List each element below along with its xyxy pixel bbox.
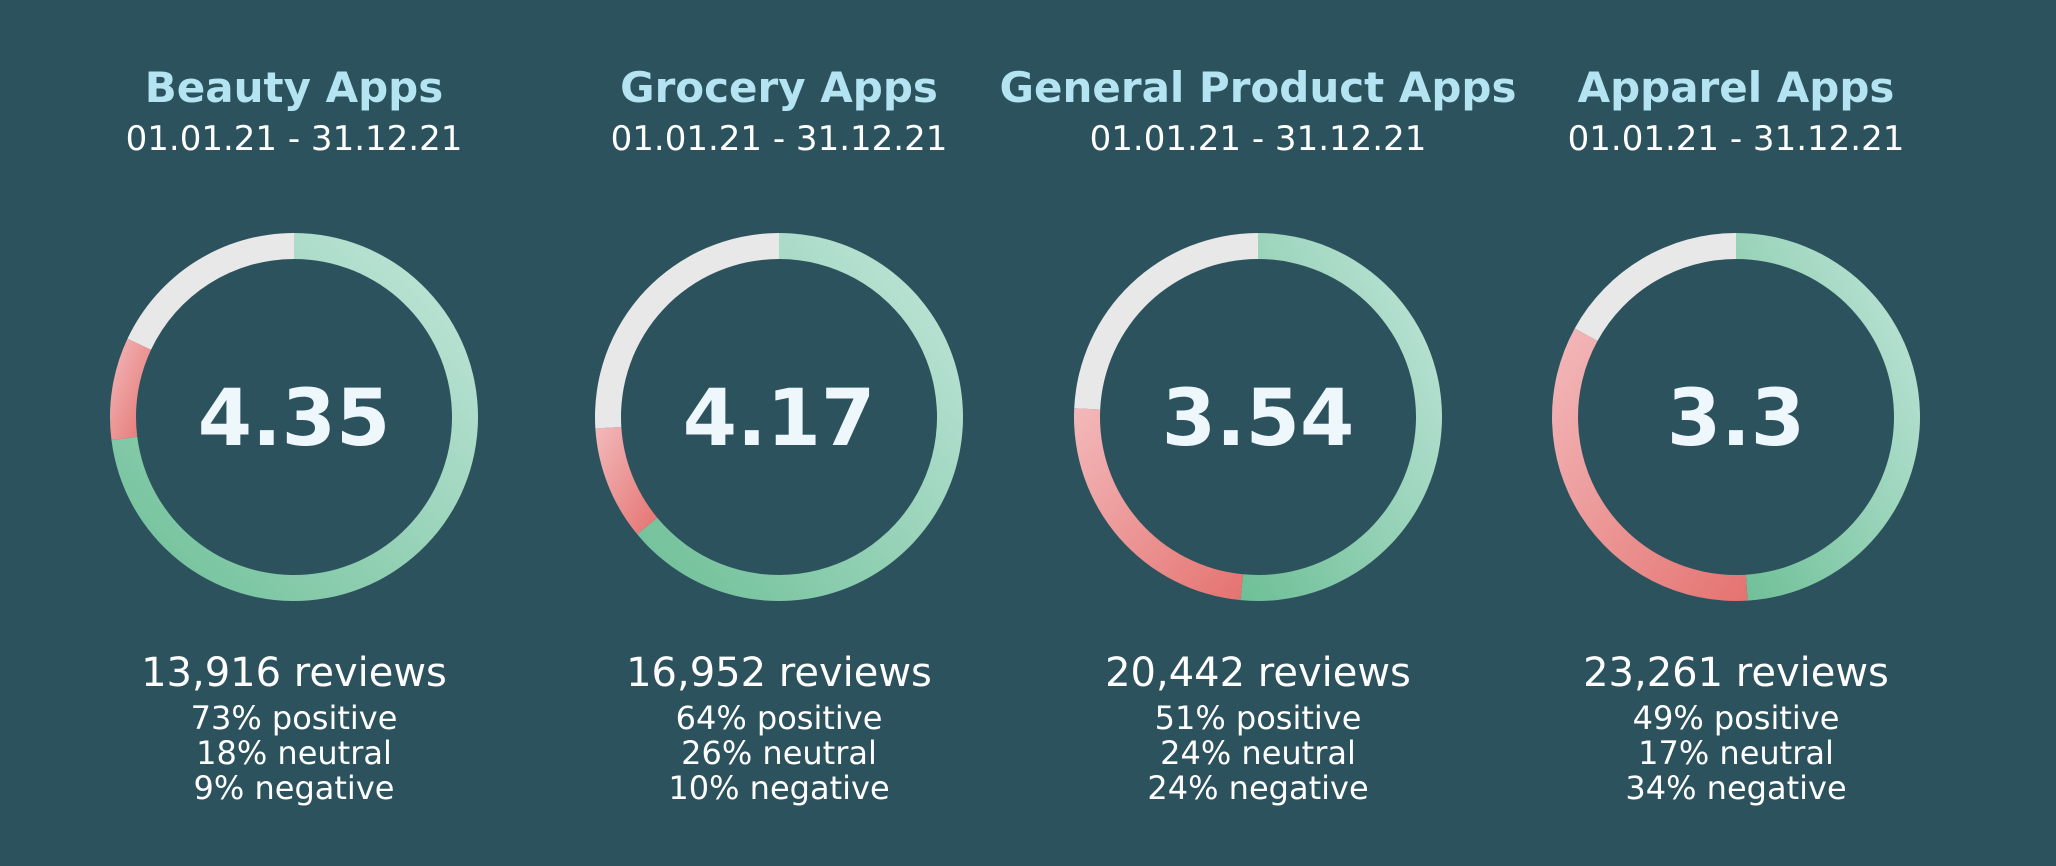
neutral-stat: 26% neutral [681,734,877,772]
slice-positive [1240,233,1442,601]
positive-stat: 64% positive [675,699,883,737]
date-range: 01.01.21 - 31.12.21 [1089,119,1427,159]
panel-grocery-apps: Grocery Apps 01.01.21 - 31.12.21 4.17 16,95… [519,0,1039,866]
rating-score: 4.35 [198,374,390,464]
panel-beauty-apps: Beauty Apps 01.01.21 - 31.12.21 4.35 13,916… [34,0,554,866]
date-range: 01.01.21 - 31.12.21 [610,119,948,159]
neutral-stat: 17% neutral [1638,734,1834,772]
date-range: 01.01.21 - 31.12.21 [1567,119,1905,159]
rating-score: 4.17 [683,374,875,464]
donut-chart: 3.54 [1074,233,1442,601]
chart-title: Apparel Apps [1577,63,1895,112]
chart-title: Beauty Apps [144,63,444,112]
slice-negative [1074,408,1243,601]
slice-positive [637,233,963,601]
review-count: 23,261 reviews [1583,650,1889,696]
negative-stat: 10% negative [668,769,890,807]
neutral-stat: 24% neutral [1160,734,1356,772]
slice-neutral [595,233,779,429]
review-count: 20,442 reviews [1105,650,1411,696]
slice-negative [595,426,658,535]
review-count: 13,916 reviews [141,650,447,696]
slice-neutral [127,233,294,350]
donut-chart: 3.3 [1552,233,1921,601]
slice-negative [109,338,152,441]
positive-stat: 51% positive [1154,699,1362,737]
review-count: 16,952 reviews [626,650,932,696]
positive-stat: 49% positive [1632,699,1840,737]
slice-negative [1552,328,1748,601]
donut-chart: 4.35 [109,233,478,601]
negative-stat: 9% negative [193,769,395,807]
rating-score: 3.3 [1667,374,1805,464]
neutral-stat: 18% neutral [196,734,392,772]
rating-score: 3.54 [1162,374,1354,464]
chart-title: Grocery Apps [620,63,938,112]
positive-stat: 73% positive [190,699,398,737]
slice-positive [1736,233,1921,601]
slice-neutral [1574,233,1736,341]
negative-stat: 34% negative [1625,769,1847,807]
panel-general-product-apps: General Product Apps 01.01.21 - 31.12.21 3… [998,0,1518,866]
slice-neutral [1074,233,1258,410]
chart-title: General Product Apps [999,63,1517,112]
panel-apparel-apps: Apparel Apps 01.01.21 - 31.12.21 3.3 23,261… [1476,0,1996,866]
donut-chart: 4.17 [595,233,963,601]
date-range: 01.01.21 - 31.12.21 [125,119,463,159]
negative-stat: 24% negative [1147,769,1369,807]
